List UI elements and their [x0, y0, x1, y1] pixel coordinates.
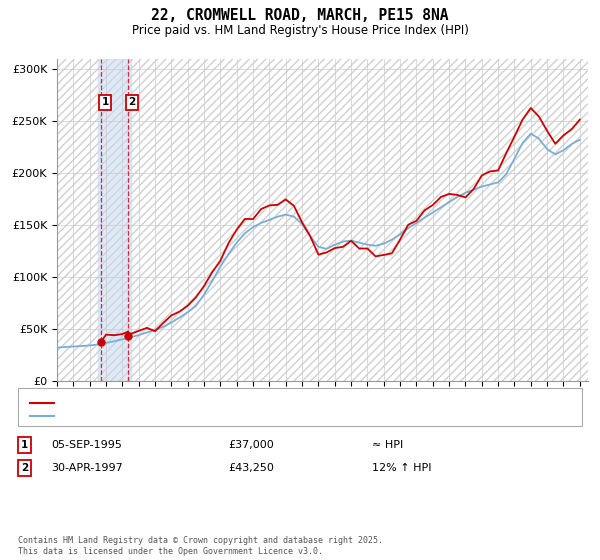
Text: Contains HM Land Registry data © Crown copyright and database right 2025.
This d: Contains HM Land Registry data © Crown c… — [18, 536, 383, 556]
Text: ≈ HPI: ≈ HPI — [372, 440, 403, 450]
Text: 2: 2 — [21, 463, 28, 473]
Bar — [98, 59, 131, 381]
Text: Price paid vs. HM Land Registry's House Price Index (HPI): Price paid vs. HM Land Registry's House … — [131, 24, 469, 36]
Text: 12% ↑ HPI: 12% ↑ HPI — [372, 463, 431, 473]
Text: 22, CROMWELL ROAD, MARCH, PE15 8NA: 22, CROMWELL ROAD, MARCH, PE15 8NA — [151, 8, 449, 24]
Text: £37,000: £37,000 — [228, 440, 274, 450]
Text: £43,250: £43,250 — [228, 463, 274, 473]
Text: 22, CROMWELL ROAD, MARCH, PE15 8NA (semi-detached house): 22, CROMWELL ROAD, MARCH, PE15 8NA (semi… — [60, 398, 399, 408]
Text: 30-APR-1997: 30-APR-1997 — [51, 463, 123, 473]
Text: 2: 2 — [128, 97, 136, 108]
Text: 1: 1 — [21, 440, 28, 450]
Text: 1: 1 — [101, 97, 109, 108]
Text: 05-SEP-1995: 05-SEP-1995 — [51, 440, 122, 450]
Text: HPI: Average price, semi-detached house, Fenland: HPI: Average price, semi-detached house,… — [60, 411, 323, 421]
